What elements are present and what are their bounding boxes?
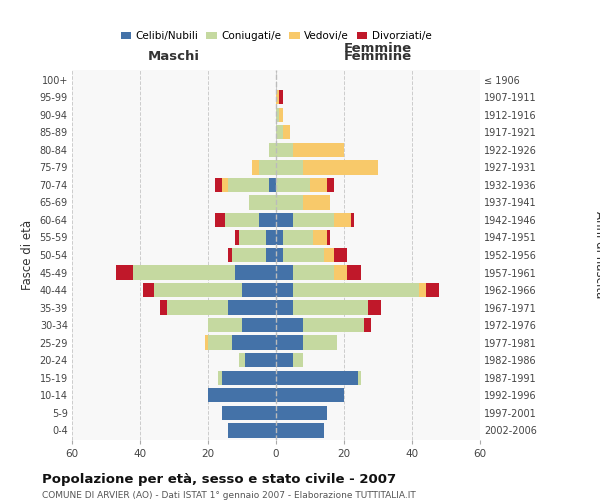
Bar: [347, 266, 361, 280]
Bar: [334, 266, 347, 280]
Bar: [313, 230, 327, 244]
Bar: [323, 248, 334, 262]
Bar: [235, 230, 239, 244]
Bar: [293, 266, 334, 280]
Bar: [276, 178, 310, 192]
Bar: [276, 142, 293, 157]
Bar: [221, 406, 276, 420]
Bar: [283, 125, 290, 140]
Bar: [283, 230, 313, 244]
Bar: [167, 300, 229, 315]
Y-axis label: Anni di nascita: Anni di nascita: [593, 212, 600, 298]
Bar: [266, 248, 276, 262]
Bar: [293, 212, 334, 227]
Text: COMUNE DI ARVIER (AO) - Dati ISTAT 1° gennaio 2007 - Elaborazione TUTTITALIA.IT: COMUNE DI ARVIER (AO) - Dati ISTAT 1° ge…: [42, 491, 416, 500]
Bar: [334, 248, 347, 262]
Bar: [269, 178, 276, 192]
Bar: [419, 283, 425, 298]
Bar: [310, 178, 327, 192]
Bar: [276, 248, 283, 262]
Bar: [215, 212, 225, 227]
Bar: [276, 195, 303, 210]
Bar: [276, 318, 303, 332]
Bar: [276, 125, 283, 140]
Legend: Celibi/Nubili, Coniugati/e, Vedovi/e, Divorziati/e: Celibi/Nubili, Coniugati/e, Vedovi/e, Di…: [116, 27, 436, 46]
Bar: [235, 266, 276, 280]
Bar: [252, 160, 259, 174]
Bar: [208, 336, 232, 350]
Bar: [249, 195, 276, 210]
Bar: [276, 266, 293, 280]
Bar: [133, 266, 235, 280]
Bar: [229, 248, 232, 262]
Bar: [276, 90, 280, 104]
Bar: [276, 353, 293, 368]
Bar: [276, 406, 327, 420]
Bar: [259, 160, 276, 174]
Bar: [259, 212, 276, 227]
Bar: [205, 336, 208, 350]
Bar: [242, 283, 276, 298]
Bar: [293, 142, 344, 157]
Bar: [239, 353, 245, 368]
Bar: [334, 212, 351, 227]
Bar: [143, 283, 154, 298]
Bar: [276, 283, 293, 298]
Bar: [276, 160, 303, 174]
Bar: [276, 423, 323, 438]
Bar: [327, 178, 334, 192]
Bar: [327, 230, 331, 244]
Bar: [303, 160, 378, 174]
Text: Femmine: Femmine: [344, 42, 412, 55]
Bar: [266, 230, 276, 244]
Bar: [232, 336, 276, 350]
Bar: [293, 353, 303, 368]
Bar: [276, 336, 303, 350]
Bar: [303, 318, 364, 332]
Bar: [276, 370, 358, 385]
Bar: [239, 230, 266, 244]
Bar: [280, 90, 283, 104]
Text: Popolazione per età, sesso e stato civile - 2007: Popolazione per età, sesso e stato civil…: [42, 472, 396, 486]
Bar: [358, 370, 361, 385]
Y-axis label: Fasce di età: Fasce di età: [21, 220, 34, 290]
Bar: [276, 212, 293, 227]
Bar: [276, 300, 293, 315]
Bar: [229, 300, 276, 315]
Bar: [293, 283, 419, 298]
Bar: [229, 178, 269, 192]
Bar: [269, 142, 276, 157]
Bar: [276, 230, 283, 244]
Bar: [364, 318, 371, 332]
Bar: [351, 212, 354, 227]
Bar: [283, 248, 323, 262]
Bar: [276, 108, 280, 122]
Bar: [242, 318, 276, 332]
Bar: [293, 300, 368, 315]
Bar: [232, 248, 266, 262]
Text: Maschi: Maschi: [148, 50, 200, 62]
Bar: [116, 266, 133, 280]
Bar: [225, 212, 259, 227]
Bar: [218, 370, 221, 385]
Bar: [208, 388, 276, 402]
Bar: [160, 300, 167, 315]
Bar: [303, 336, 337, 350]
Text: Femmine: Femmine: [344, 50, 412, 62]
Bar: [280, 108, 283, 122]
Bar: [368, 300, 382, 315]
Bar: [208, 318, 242, 332]
Bar: [215, 178, 221, 192]
Bar: [154, 283, 242, 298]
Bar: [425, 283, 439, 298]
Bar: [221, 178, 229, 192]
Bar: [245, 353, 276, 368]
Bar: [276, 388, 344, 402]
Bar: [229, 423, 276, 438]
Bar: [221, 370, 276, 385]
Bar: [303, 195, 331, 210]
